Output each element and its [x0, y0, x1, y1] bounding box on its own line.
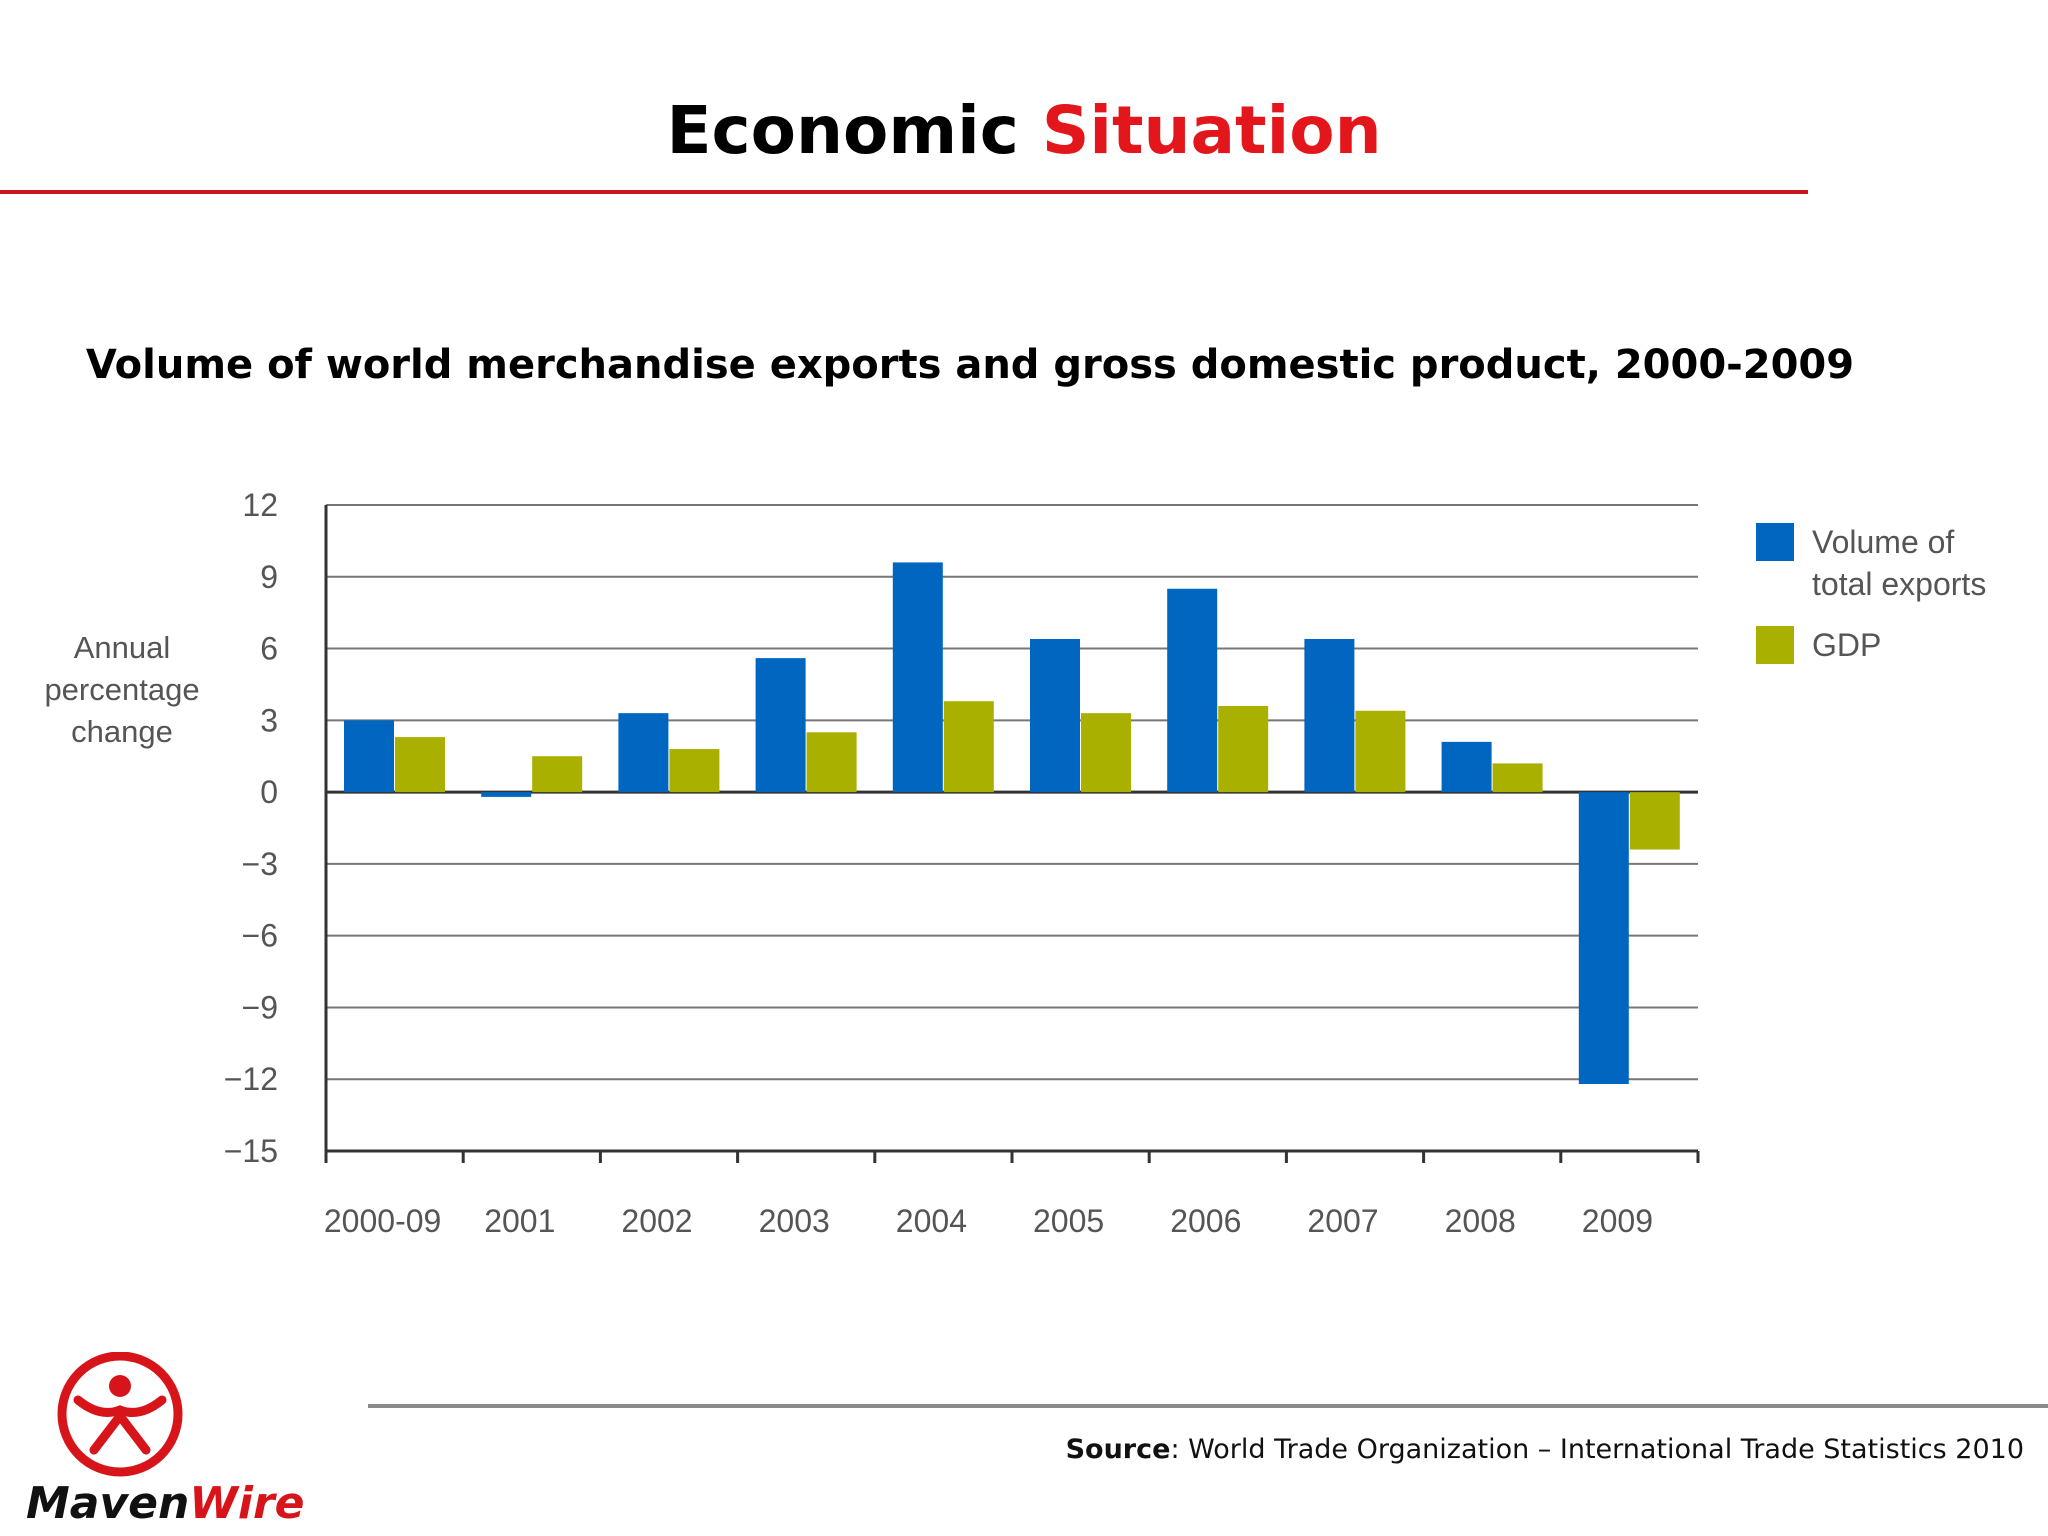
y-axis-label: change	[71, 714, 173, 749]
logo-figure-legs	[89, 1408, 151, 1455]
y-tick-label: −3	[242, 846, 278, 882]
x-category-label: 2001	[484, 1203, 555, 1239]
y-axis-label: percentage	[44, 672, 199, 707]
bar-exports	[1441, 741, 1492, 793]
source-note: Source: World Trade Organization – Inter…	[1066, 1434, 2024, 1465]
logo-figure-head	[109, 1375, 131, 1397]
legend-swatch	[1756, 626, 1794, 664]
bar-exports	[1030, 638, 1080, 793]
x-category-label: 2005	[1033, 1203, 1104, 1239]
logo-wordmark: MavenWire	[26, 1478, 304, 1528]
y-tick-label: −9	[242, 989, 278, 1025]
logo-ring	[57, 1352, 183, 1477]
legend-label: GDP	[1812, 627, 1881, 663]
y-tick-label: 3	[260, 702, 278, 738]
bar-exports	[481, 792, 532, 797]
bar-exports	[618, 713, 669, 793]
x-category-label: 2002	[621, 1203, 692, 1239]
bar-gdp	[1218, 705, 1269, 793]
footer-divider	[368, 1404, 2048, 1408]
bar-exports	[755, 658, 806, 793]
bar-exports	[1578, 792, 1629, 1085]
bar-exports	[344, 720, 394, 793]
slide-title: Economic Situation	[0, 88, 2048, 174]
source-text: : World Trade Organization – Internation…	[1170, 1434, 2024, 1465]
bar-gdp	[1081, 713, 1131, 793]
legend-label: total exports	[1812, 566, 1986, 602]
title-divider	[0, 190, 1808, 194]
y-tick-label: 12	[242, 487, 278, 523]
x-category-label: 2000-09	[324, 1203, 441, 1239]
bar-exports	[1167, 588, 1218, 793]
bar-chart: 12 9 6 3 0 −3 −6 −9 −12 −15 2000-09 2001 2002 2003 200…	[44, 487, 1986, 1239]
title-part-1: Economic	[666, 92, 1019, 169]
y-tick-label: 9	[260, 559, 278, 595]
x-category-label: 2008	[1445, 1203, 1516, 1239]
legend-label: Volume of	[1812, 524, 1954, 560]
chart-title: Volume of world merchandise exports and …	[85, 342, 1855, 388]
bar-gdp	[669, 749, 720, 793]
bar-gdp	[806, 732, 857, 793]
y-tick-label: −6	[242, 918, 278, 954]
x-category-label: 2003	[759, 1203, 830, 1239]
bar-gdp	[1629, 792, 1680, 850]
bar-gdp	[1355, 710, 1406, 793]
bar-gdp	[395, 737, 445, 793]
bar-exports	[892, 562, 943, 793]
y-axis-label: Annual	[74, 630, 171, 665]
y-tick-label: −15	[224, 1133, 278, 1169]
y-tick-label: −12	[224, 1061, 278, 1097]
y-tick-label: 0	[260, 774, 278, 810]
source-label: Source	[1065, 1434, 1171, 1465]
title-part-2: Situation	[1041, 92, 1382, 169]
x-category-label: 2004	[896, 1203, 967, 1239]
x-category-label: 2009	[1582, 1203, 1653, 1239]
bar-gdp	[943, 701, 994, 793]
legend-swatch	[1756, 523, 1794, 561]
x-category-label: 2006	[1170, 1203, 1241, 1239]
mavenwire-logo: MavenWire	[26, 1352, 304, 1528]
x-category-label: 2007	[1307, 1203, 1378, 1239]
bar-exports	[1304, 638, 1355, 793]
y-tick-label: 6	[260, 631, 278, 667]
bar-gdp	[532, 756, 583, 793]
bar-gdp	[1492, 763, 1543, 793]
